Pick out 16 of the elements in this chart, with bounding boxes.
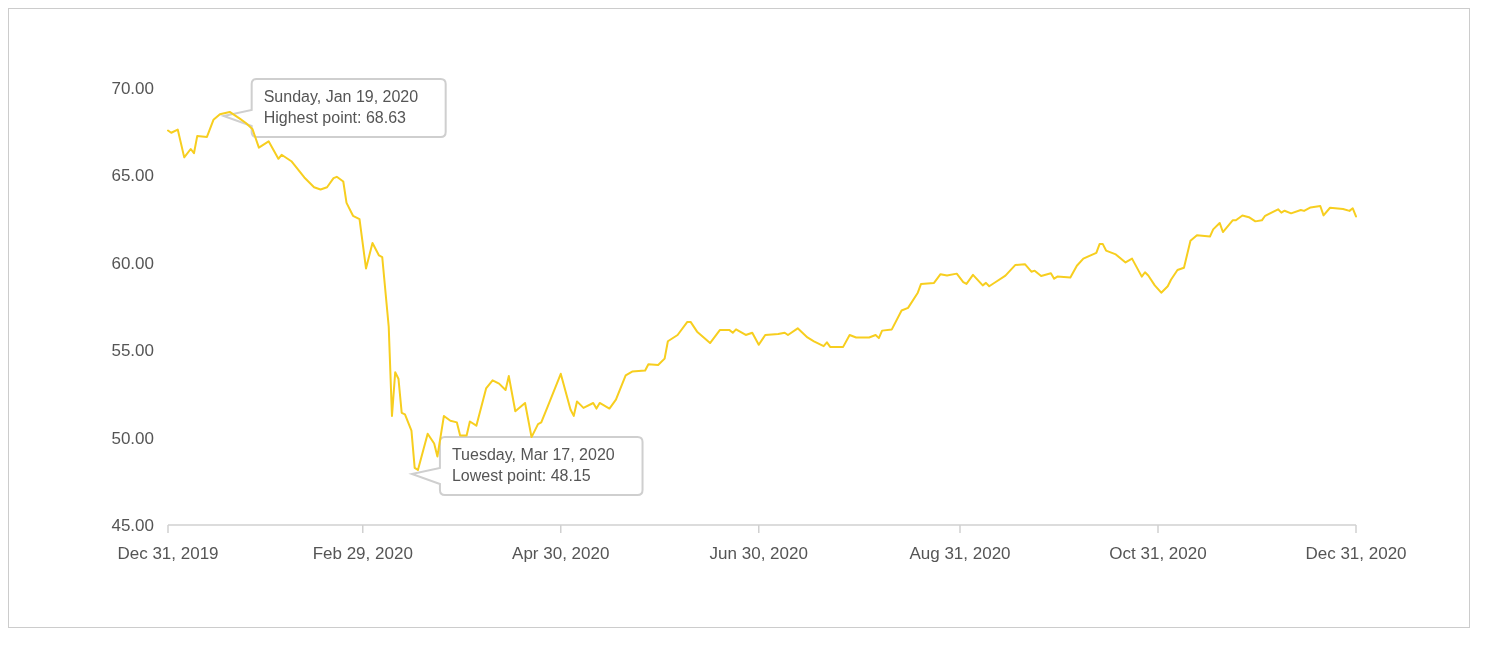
x-tick-label: Jun 30, 2020: [709, 544, 808, 563]
y-tick-label: 65.00: [111, 166, 154, 186]
x-tick-label: Dec 31, 2020: [1305, 544, 1407, 563]
annotation: Tuesday, Mar 17, 2020 Lowest point: 48.15: [451, 445, 615, 484]
y-tick-label: 50.00: [111, 428, 154, 448]
x-tick-label: Aug 31, 2020: [909, 544, 1011, 563]
y-tick-label: 45.00: [111, 515, 154, 535]
y-tick-label: 70.00: [111, 78, 154, 98]
annotation: Sunday, Jan 19, 2020 Highest point: 68.63: [263, 87, 419, 126]
y-tick-label: 60.00: [111, 253, 154, 273]
line-series: [167, 110, 1357, 471]
x-tick-label: Feb 29, 2020: [312, 544, 413, 563]
y-tick-label: 55.00: [111, 341, 154, 361]
x-tick-label: Apr 30, 2020: [512, 544, 610, 563]
x-tick-label: Oct 31, 2020: [1109, 544, 1207, 563]
x-tick-label: Dec 31, 2019: [117, 544, 219, 563]
